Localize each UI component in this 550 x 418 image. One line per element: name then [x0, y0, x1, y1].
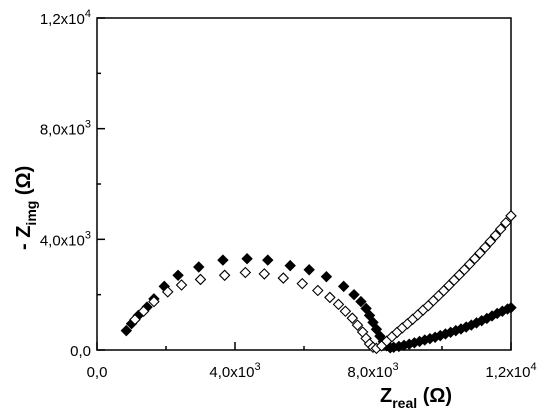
- x-tick-label: 1,2x104: [485, 361, 536, 381]
- data-point: [494, 223, 507, 235]
- data-point: [348, 288, 360, 301]
- data-point: [241, 252, 253, 265]
- axis-ticks: [96, 17, 512, 351]
- y-tick-label: 4,0x103: [40, 229, 91, 249]
- data-point: [218, 269, 231, 282]
- data-point: [217, 254, 229, 266]
- y-tick-label: 1,2x104: [40, 8, 91, 28]
- data-point: [320, 270, 333, 283]
- data-point: [129, 313, 141, 326]
- data-point: [474, 247, 486, 259]
- data-point: [479, 241, 491, 254]
- data-point: [505, 301, 517, 314]
- data-point: [175, 279, 188, 291]
- data-point: [148, 295, 160, 308]
- data-point: [351, 319, 364, 331]
- data-point: [484, 235, 497, 248]
- data-point: [324, 291, 336, 304]
- x-axis-label: Zreal (Ω): [380, 385, 452, 411]
- data-point: [172, 269, 184, 282]
- series-diamond-filled: [120, 252, 517, 354]
- data-point: [312, 284, 324, 297]
- plot-frame: [96, 17, 512, 351]
- data-point: [296, 277, 309, 290]
- data-point: [262, 254, 274, 266]
- data-point: [258, 268, 271, 280]
- data-point: [500, 216, 512, 229]
- data-point: [277, 272, 290, 284]
- data-point: [120, 324, 133, 337]
- series-layer: [120, 210, 517, 355]
- data-point: [355, 295, 367, 308]
- y-axis-label: - Zimg (Ω): [13, 166, 39, 250]
- data-point: [505, 210, 517, 222]
- x-tick-label: 0,0: [87, 364, 108, 381]
- data-point: [193, 261, 205, 273]
- series-diamond-open: [129, 210, 517, 355]
- data-point: [346, 312, 359, 324]
- data-point: [161, 286, 174, 298]
- data-point: [489, 229, 502, 242]
- data-point: [137, 305, 150, 318]
- data-point: [303, 264, 315, 276]
- data-point: [337, 280, 350, 293]
- tick-labels: 0,0 4,0x103 8,0x103 1,2x104 0,0 4,0x103 8,0x10…: [40, 8, 537, 381]
- x-tick-label: 4,0x103: [209, 361, 260, 381]
- y-tick-label: 0,0: [70, 343, 91, 360]
- data-point: [339, 305, 352, 318]
- data-point: [332, 298, 345, 311]
- data-point: [194, 273, 207, 286]
- y-tick-label: 8,0x103: [40, 119, 91, 139]
- data-point: [239, 266, 252, 279]
- data-point: [284, 259, 296, 272]
- x-tick-label: 8,0x103: [347, 361, 398, 381]
